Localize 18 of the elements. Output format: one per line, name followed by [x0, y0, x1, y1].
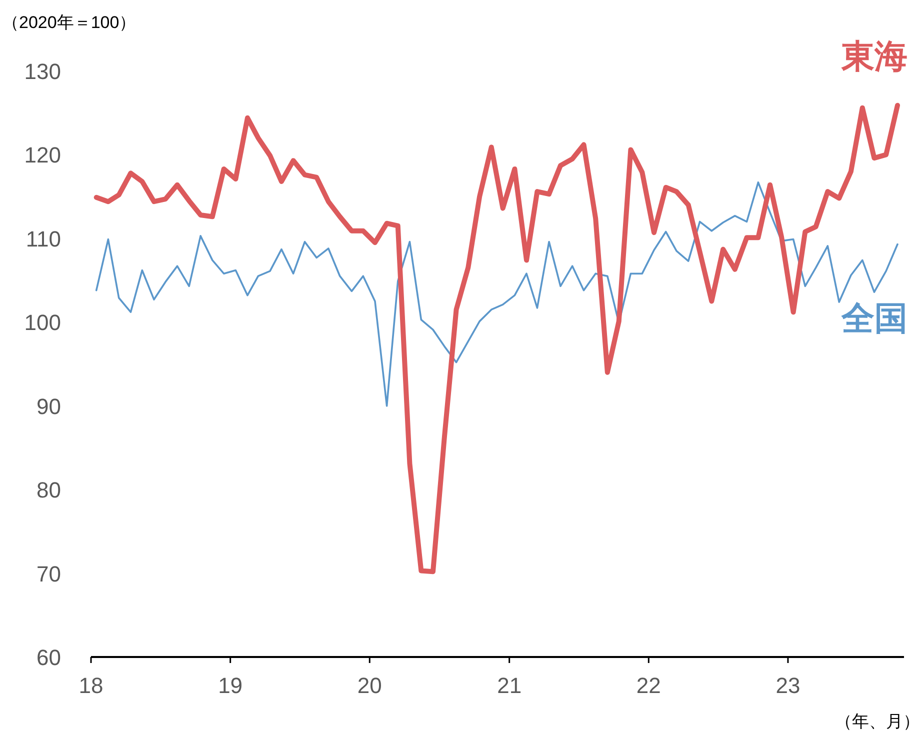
y-axis-title: （2020年＝100） [2, 13, 136, 32]
y-tick-label: 120 [24, 142, 61, 168]
y-tick-label: 60 [36, 645, 61, 670]
series-label: 全国 [840, 299, 908, 336]
x-tick-label: 21 [497, 673, 522, 698]
y-tick-label: 100 [24, 310, 61, 336]
y-tick-label: 80 [36, 478, 61, 503]
x-axis-title: （年、月） [835, 712, 920, 731]
y-tick-label: 90 [36, 394, 61, 419]
x-tick-label: 19 [218, 673, 243, 698]
y-tick-label: 70 [36, 561, 61, 586]
x-tick-label: 18 [78, 673, 104, 698]
x-tick-label: 23 [776, 673, 800, 698]
y-tick-label: 130 [24, 59, 61, 84]
x-tick-label: 22 [636, 673, 661, 698]
x-tick-label: 20 [357, 673, 382, 698]
y-tick-label: 110 [26, 226, 61, 252]
series-label: 東海 [840, 37, 908, 74]
